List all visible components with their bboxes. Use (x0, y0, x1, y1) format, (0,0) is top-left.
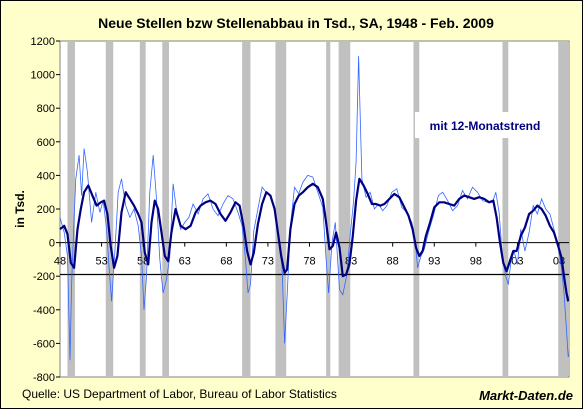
legend-box (415, 112, 555, 138)
legend-label: mit 12-Monatstrend (430, 119, 541, 133)
recession-band-3 (162, 42, 169, 376)
y-tick-label: 1200 (31, 36, 55, 48)
recession-band-7 (338, 42, 351, 376)
recession-band-9 (502, 42, 509, 376)
y-axis-ticks: 1200 1000 800 600 400 200 0 -200 -400 -600 -800 (31, 36, 60, 384)
y-tick-label: 1000 (31, 70, 55, 82)
x-tick-label: 68 (220, 256, 232, 268)
y-tick-label: -800 (33, 372, 55, 384)
x-tick-label: 73 (262, 256, 274, 268)
x-tick-label: 88 (387, 256, 399, 268)
x-tick-label: 53 (95, 256, 107, 268)
y-axis-label: in Tsd. (13, 190, 27, 228)
y-tick-label: -200 (33, 271, 55, 283)
series-trend-line (59, 177, 570, 302)
y-tick-label: 800 (37, 103, 55, 115)
recession-band-2 (139, 42, 146, 376)
chart-title: Neue Stellen bzw Stellenabbau in Tsd., S… (98, 15, 494, 31)
x-tick-label: 78 (303, 256, 315, 268)
brand-logo: Markt-Daten.de (479, 388, 573, 403)
source-note: Quelle: US Department of Labor, Bureau o… (22, 387, 337, 401)
recession-band-8 (413, 42, 420, 376)
x-tick-label: 93 (428, 256, 440, 268)
recession-band-6 (326, 42, 331, 376)
recession-band-1 (105, 42, 114, 376)
recession-band-10 (558, 42, 568, 376)
x-tick-label: 98 (470, 256, 482, 268)
x-tick-label: 63 (179, 256, 191, 268)
y-tick-label: 0 (49, 238, 55, 250)
y-tick-label: 200 (37, 204, 55, 216)
recession-band-0 (67, 42, 75, 376)
recession-band-5 (275, 42, 287, 376)
x-tick-label: 48 (54, 256, 66, 268)
recession-bands (67, 42, 568, 376)
y-tick-label: -400 (33, 305, 55, 317)
y-tick-label: -600 (33, 338, 55, 350)
y-tick-label: 400 (37, 170, 55, 182)
y-tick-label: 600 (37, 137, 55, 149)
recession-band-4 (242, 42, 251, 376)
